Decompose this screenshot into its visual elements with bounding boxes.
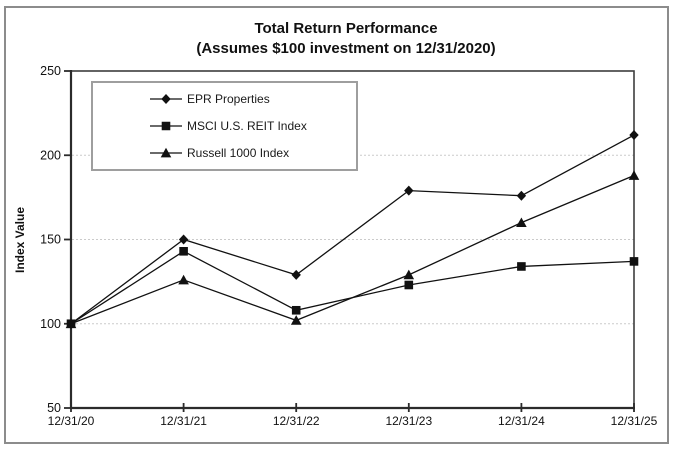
legend-item-epr-properties: EPR Properties: [150, 91, 356, 107]
marker-square-msci-u-s-reit-index: [291, 305, 301, 315]
marker-diamond-epr-properties: [291, 269, 301, 280]
y-tick-label: 150: [40, 233, 61, 247]
marker-square-msci-u-s-reit-index: [179, 246, 188, 256]
marker-triangle-russell-1000-index: [628, 170, 640, 180]
series-line-msci-u-s-reit-index: [70, 250, 635, 325]
y-tick-label: 250: [40, 64, 61, 78]
x-tick-label: 12/31/22: [273, 414, 320, 428]
title-block: Total Return Performance (Assumes $100 i…: [15, 19, 677, 58]
chart-title: Total Return Performance: [254, 20, 438, 37]
y-tick-label: 100: [40, 317, 61, 331]
chart-outer-border: [4, 6, 669, 444]
legend-item-msci-u-s-reit-index: MSCI U.S. REIT Index: [150, 118, 356, 134]
chart-subtitle: (Assumes $100 investment on 12/31/2020): [196, 40, 496, 57]
triangle-legend-icon: [150, 147, 182, 158]
x-tick-label: 12/31/25: [611, 414, 658, 428]
x-tick-label: 12/31/20: [48, 414, 95, 428]
x-tick-label: 12/31/24: [498, 414, 545, 428]
marker-diamond-epr-properties: [178, 234, 189, 245]
marker-square-msci-u-s-reit-index: [404, 280, 414, 290]
diamond-legend-icon: [150, 94, 182, 105]
legend: EPR Properties MSCI U.S. REIT Index Russel…: [91, 81, 358, 171]
marker-diamond-epr-properties: [629, 130, 639, 141]
legend-item-label: MSCI U.S. REIT Index: [187, 118, 307, 133]
marker-triangle-russell-1000-index: [290, 315, 302, 325]
series-line-russell-1000-index: [70, 174, 635, 325]
marker-triangle-russell-1000-index: [403, 269, 415, 280]
marker-square-msci-u-s-reit-index: [517, 262, 526, 271]
x-tick-label: 12/31/21: [160, 414, 207, 428]
legend-item-label: EPR Properties: [187, 92, 270, 107]
legend-item-label: Russell 1000 Index: [187, 145, 290, 160]
legend-item-russell-1000-index: Russell 1000 Index: [150, 145, 356, 161]
marker-diamond-epr-properties: [516, 190, 527, 201]
marker-square-msci-u-s-reit-index: [629, 257, 639, 266]
marker-triangle-russell-1000-index: [516, 217, 527, 228]
x-tick-label: 12/31/23: [385, 414, 432, 428]
marker-square-msci-u-s-reit-index: [66, 319, 76, 329]
marker-diamond-epr-properties: [404, 185, 414, 196]
series-line-epr-properties: [70, 134, 635, 325]
y-tick-label: 200: [40, 148, 61, 162]
square-legend-icon: [150, 121, 182, 131]
marker-triangle-russell-1000-index: [178, 274, 189, 285]
y-tick-label: 50: [47, 401, 61, 415]
